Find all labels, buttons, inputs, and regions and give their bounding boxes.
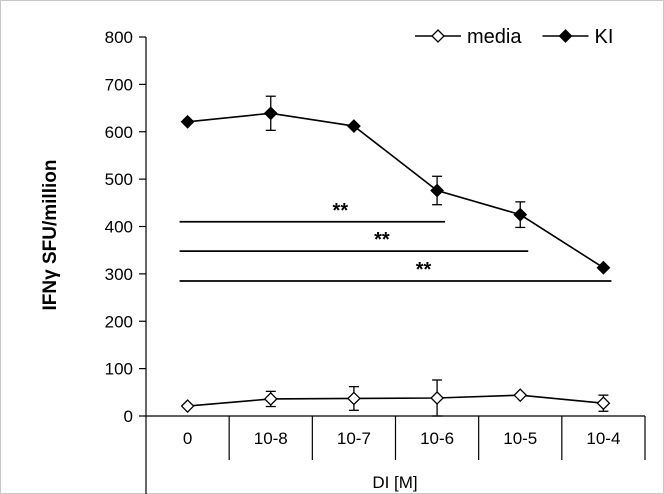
y-tick-label: 800 [105,28,133,47]
significance-label: ** [333,200,349,222]
data-point-media [596,396,611,411]
y-axis: 0 100 200 300 400 500 600 700 800 [105,28,147,426]
x-axis: 0 10-8 10-7 10-6 10-5 10-4 [145,415,646,494]
significance-label: ** [416,259,432,281]
data-point-ki [430,183,445,198]
y-tick-label: 0 [124,407,133,426]
series-ki [180,95,611,275]
x-tick-label: 10-8 [254,429,288,448]
x-tick-label: 10-5 [503,429,537,448]
legend: media KI [415,26,613,48]
data-point-ki [596,260,611,275]
data-series [180,95,611,417]
series-line-media [187,394,604,407]
y-tick-label: 400 [105,218,133,237]
y-axis-title: IFNγ SFU/million [40,160,61,311]
y-tick-label: 700 [105,75,133,94]
y-tick-label: 100 [105,360,133,379]
y-tick-label: 600 [105,123,133,142]
y-tick-label: 200 [105,312,133,331]
significance-label: ** [374,229,390,251]
data-point-ki [263,106,278,121]
x-tick-label: 10-6 [420,429,454,448]
data-point-media [430,391,445,405]
x-tick-label: 10-4 [586,429,620,448]
x-tick-label: 0 [183,429,192,448]
legend-entry-ki: KI [542,26,614,48]
data-point-media [346,391,361,406]
data-point-media [263,392,278,406]
data-point-media [180,399,195,413]
legend-marker [558,29,573,43]
data-point-ki [180,114,195,129]
x-axis-title: DI [M] [372,473,417,492]
x-tick-label: 10-7 [337,429,371,448]
series-line-ki [187,112,604,269]
series-media [180,379,611,417]
legend-entry-media: media [415,26,522,48]
data-point-ki [513,207,528,222]
legend-label: KI [595,26,614,48]
significance-annotations: ** ** ** [179,200,612,282]
data-point-media [513,388,528,403]
data-point-ki [346,119,361,133]
y-tick-label: 500 [105,170,133,189]
legend-marker [431,29,445,43]
legend-label: media [467,26,522,48]
y-tick-label: 300 [105,265,133,284]
